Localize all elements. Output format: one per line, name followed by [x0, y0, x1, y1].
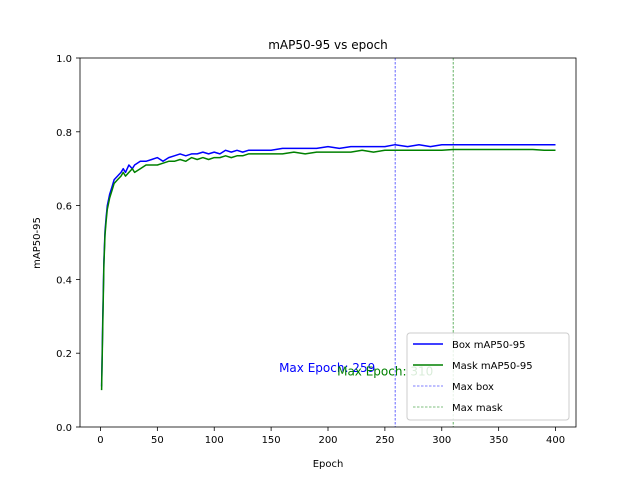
legend-box: [406, 332, 570, 421]
max-epoch-annotation-1: Max Epoch: 259: [279, 361, 375, 375]
legend-label-3: Max box: [452, 382, 494, 393]
x-tick-label: 350: [489, 435, 508, 446]
y-tick-label: 0.2: [56, 349, 72, 360]
x-tick-label: 250: [375, 435, 394, 446]
x-tick-label: 100: [205, 435, 224, 446]
y-axis-label: mAP50-95: [32, 217, 43, 269]
x-tick-label: 50: [151, 435, 164, 446]
legend: Box mAP50-95 Mask mAP50-95 Max box Max mask: [406, 332, 570, 421]
x-tick-label: 150: [262, 435, 281, 446]
y-tick-label: 0.6: [56, 202, 72, 213]
x-axis-label: Epoch: [313, 459, 344, 470]
chart-title: mAP50-95 vs epoch: [268, 38, 388, 52]
series-line-2: [100, 148, 556, 391]
legend-label-4: Max mask: [452, 403, 503, 414]
legend-label-2: Mask mAP50-95: [452, 361, 533, 372]
legend-label-1: Box mAP50-95: [452, 340, 525, 351]
y-tick-label: 0.4: [56, 275, 72, 286]
y-tick-label: 1.0: [56, 54, 72, 65]
y-tick-label: 0.0: [56, 423, 72, 434]
y-tick-label: 0.8: [56, 128, 72, 139]
series-line-1: [100, 143, 556, 387]
x-tick-label: 300: [432, 435, 451, 446]
x-tick-label: 0: [97, 435, 103, 446]
x-tick-label: 200: [318, 435, 337, 446]
x-tick-label: 400: [546, 435, 565, 446]
